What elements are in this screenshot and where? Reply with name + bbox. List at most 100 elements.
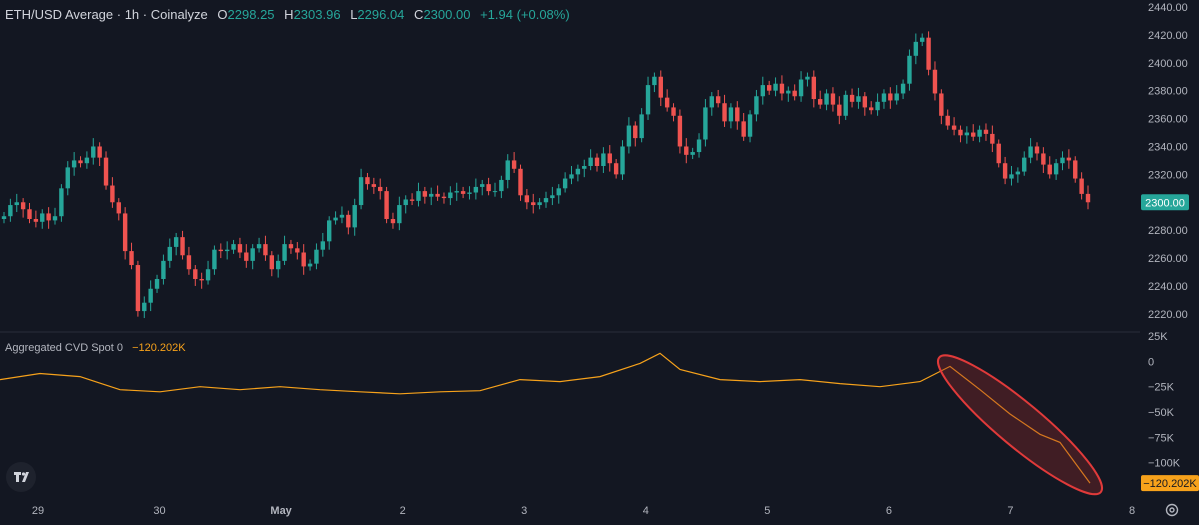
candle-body — [582, 166, 587, 169]
candle-body — [122, 213, 128, 252]
candle-body — [951, 125, 957, 130]
candle-body — [397, 205, 402, 224]
last-value-tags: 2300.00 −120.202K — [1141, 194, 1199, 492]
cvd-tick-label: 25K — [1148, 331, 1168, 343]
indicator-label: Aggregated CVD Spot 0 — [5, 342, 124, 354]
candle-body — [91, 146, 96, 158]
candle-body — [250, 248, 255, 261]
candle-body — [843, 94, 848, 116]
price-tick-label: 2440.00 — [1148, 2, 1188, 14]
candle-body — [990, 133, 995, 144]
candle-body — [224, 249, 230, 252]
candle-body — [569, 174, 574, 179]
low-label: L — [350, 7, 358, 22]
candle-body — [537, 202, 542, 206]
candle-body — [798, 79, 804, 97]
candle-body — [588, 157, 593, 166]
candle-body — [633, 125, 638, 139]
time-axis[interactable]: 29 30 May 2 3 4 5 6 7 8 — [32, 505, 1135, 517]
candle-body — [409, 199, 415, 201]
cvd-axis[interactable]: 25K 0 −25K −50K −75K −100K — [1148, 331, 1181, 470]
candle-body — [256, 244, 262, 249]
candle-body — [773, 83, 778, 91]
candle-body — [575, 168, 581, 175]
indicator-legend[interactable]: Aggregated CVD Spot 0 −120.202K — [5, 342, 186, 354]
symbol-title[interactable]: ETH/USD Average · 1h · Coinalyze — [5, 7, 208, 22]
candle-body — [900, 83, 906, 94]
candle-body — [531, 202, 536, 206]
candle-body — [199, 278, 204, 281]
candle-body — [71, 160, 77, 168]
candle-body — [167, 246, 172, 261]
candle-body — [562, 178, 568, 189]
price-tick-label: 2280.00 — [1148, 225, 1188, 237]
candle-body — [403, 199, 408, 206]
candle-body — [645, 85, 651, 115]
candle-body — [913, 41, 919, 56]
candle-body — [365, 177, 370, 185]
candle-body — [626, 125, 632, 147]
candle-body — [543, 198, 549, 203]
candle-body — [1022, 157, 1027, 172]
cvd-line — [0, 352, 1091, 484]
candle-body — [550, 195, 555, 199]
indicator-value: −120.202K — [132, 342, 186, 354]
candle-body — [97, 146, 102, 158]
candle-body — [1041, 153, 1046, 165]
candle-body — [333, 217, 338, 221]
time-tick-label: 29 — [32, 505, 44, 517]
candle-body — [371, 184, 377, 187]
settings-gear-icon[interactable] — [1162, 500, 1182, 520]
candle-body — [346, 214, 351, 228]
candle-body — [601, 153, 606, 166]
cvd-tick-label: −75K — [1148, 432, 1175, 444]
candle-body — [378, 186, 383, 192]
candle-body — [59, 188, 64, 217]
price-axis[interactable]: 2440.00 2420.00 2400.00 2380.00 2360.00 2340.… — [1148, 2, 1188, 321]
candle-body — [8, 205, 13, 217]
candle-body — [958, 129, 963, 136]
candle-body — [78, 160, 83, 164]
last-price-tag — [1141, 194, 1189, 211]
tradingview-logo-icon[interactable] — [6, 462, 36, 492]
candle-body — [1053, 163, 1059, 175]
candle-body — [556, 188, 561, 196]
time-tick-label: May — [270, 505, 292, 517]
high-value: 2303.96 — [293, 7, 341, 22]
candle-body — [594, 157, 600, 166]
candle-body — [33, 219, 39, 222]
candle-body — [218, 249, 223, 252]
candle-body — [180, 237, 185, 256]
cvd-tick-label: 0 — [1148, 356, 1154, 368]
price-tick-label: 2320.00 — [1148, 169, 1188, 181]
candle-body — [830, 93, 836, 105]
candle-body — [1085, 193, 1091, 203]
candle-body — [212, 249, 217, 270]
candle-body — [186, 255, 192, 270]
change-value: +1.94 (+0.08%) — [480, 7, 570, 22]
candle-body — [932, 69, 938, 94]
time-tick-label: 5 — [764, 505, 770, 517]
open-label: O — [217, 7, 228, 22]
cvd-tick-label: −100K — [1148, 458, 1181, 470]
candle-body — [384, 191, 389, 220]
candle-body — [664, 97, 670, 108]
candle-body — [422, 191, 428, 197]
candle-body — [473, 186, 479, 193]
close-value: 2300.00 — [423, 7, 471, 22]
price-tick-label: 2340.00 — [1148, 141, 1188, 153]
candle-body — [390, 219, 396, 224]
candle-body — [301, 252, 306, 267]
candle-body — [824, 93, 829, 105]
candle-body — [849, 94, 855, 102]
candle-body — [939, 93, 944, 116]
candle-body — [154, 278, 160, 289]
low-value: 2296.04 — [357, 7, 405, 22]
candle-body — [690, 152, 695, 155]
candle-body — [1073, 160, 1078, 179]
candle-body — [269, 255, 275, 270]
candle-body — [786, 90, 791, 94]
candle-body — [511, 160, 517, 169]
candle-body — [231, 244, 236, 250]
